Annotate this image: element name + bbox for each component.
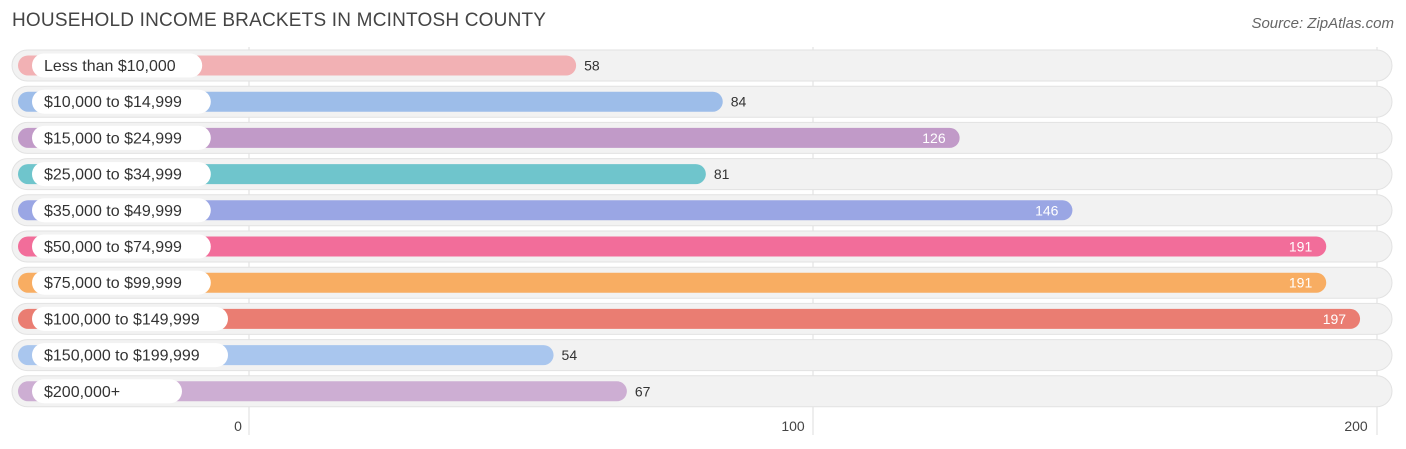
category-pill xyxy=(32,270,211,295)
bar xyxy=(18,127,960,148)
value-label: 81 xyxy=(714,166,730,182)
category-label: $25,000 to $34,999 xyxy=(44,167,182,184)
category-pill xyxy=(32,306,228,331)
chart-title: HOUSEHOLD INCOME BRACKETS IN MCINTOSH CO… xyxy=(12,10,547,31)
category-pill xyxy=(32,125,211,150)
value-label: 146 xyxy=(1035,202,1059,218)
category-pill xyxy=(32,234,211,259)
category-label: $100,000 to $149,999 xyxy=(44,311,200,328)
bar xyxy=(18,308,1361,329)
chart-source: Source: ZipAtlas.com xyxy=(1251,15,1394,32)
category-label: $200,000+ xyxy=(44,384,120,401)
value-label: 54 xyxy=(562,347,578,363)
value-label: 191 xyxy=(1289,275,1313,291)
value-label: 67 xyxy=(635,383,651,399)
category-label: Less than $10,000 xyxy=(44,58,176,75)
category-pill xyxy=(32,198,211,223)
category-label: $150,000 to $199,999 xyxy=(44,348,200,365)
x-tick-label: 200 xyxy=(1344,418,1368,434)
category-pill xyxy=(32,162,211,187)
value-label: 126 xyxy=(922,130,946,146)
category-pill xyxy=(32,343,228,368)
category-label: $15,000 to $24,999 xyxy=(44,130,182,147)
category-label: $75,000 to $99,999 xyxy=(44,275,182,292)
value-label: 197 xyxy=(1323,311,1347,327)
x-tick-label: 0 xyxy=(234,418,242,434)
value-label: 191 xyxy=(1289,239,1313,255)
bar xyxy=(18,200,1073,221)
value-label: 84 xyxy=(731,94,747,110)
bar-rows: Less than $10,000 58 $10,000 to $14,999 84 $… xyxy=(11,49,1393,408)
category-pill xyxy=(32,89,211,114)
category-pill xyxy=(32,379,182,404)
x-axis-ticks: 0 100 200 xyxy=(234,418,1368,434)
x-tick-label: 100 xyxy=(781,418,805,434)
category-label: $10,000 to $14,999 xyxy=(44,94,182,111)
category-label: $50,000 to $74,999 xyxy=(44,239,182,256)
category-pill xyxy=(32,53,203,78)
bar xyxy=(18,236,1327,257)
category-label: $35,000 to $49,999 xyxy=(44,203,182,220)
value-label: 58 xyxy=(584,58,600,74)
bar xyxy=(18,272,1327,293)
